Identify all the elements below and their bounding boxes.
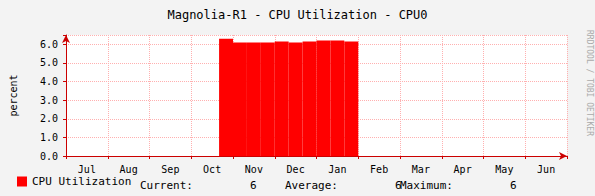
svg-text:6: 6 (395, 179, 402, 192)
svg-text:Jan: Jan (328, 164, 346, 175)
svg-text:6.0: 6.0 (40, 39, 58, 50)
svg-text:CPU Utilization: CPU Utilization (32, 175, 131, 188)
svg-text:6: 6 (510, 179, 517, 192)
svg-text:6: 6 (250, 179, 257, 192)
svg-text:1.0: 1.0 (40, 132, 58, 143)
svg-text:Feb: Feb (370, 164, 388, 175)
svg-text:Magnolia-R1 - CPU Utilization: Magnolia-R1 - CPU Utilization - CPU0 (167, 8, 427, 22)
svg-text:5.0: 5.0 (40, 57, 58, 68)
svg-text:Jul: Jul (78, 164, 96, 175)
svg-text:Dec: Dec (287, 164, 305, 175)
svg-text:Average:: Average: (285, 179, 338, 192)
svg-text:Jun: Jun (537, 164, 555, 175)
svg-text:3.0: 3.0 (40, 95, 58, 106)
svg-text:0.0: 0.0 (40, 151, 58, 162)
svg-text:Maximum:: Maximum: (400, 179, 453, 192)
svg-text:percent: percent (8, 74, 19, 116)
svg-text:4.0: 4.0 (40, 76, 58, 87)
svg-text:Sep: Sep (161, 164, 179, 175)
svg-text:Aug: Aug (120, 164, 138, 175)
svg-text:May: May (495, 164, 513, 175)
svg-text:Current:: Current: (140, 179, 193, 192)
svg-text:Nov: Nov (245, 164, 263, 175)
svg-text:2.0: 2.0 (40, 113, 58, 124)
svg-text:Apr: Apr (454, 164, 472, 175)
svg-text:RRDTOOL / TOBI OETIKER: RRDTOOL / TOBI OETIKER (585, 30, 594, 136)
svg-text:Oct: Oct (203, 164, 221, 175)
svg-text:Mar: Mar (412, 164, 430, 175)
